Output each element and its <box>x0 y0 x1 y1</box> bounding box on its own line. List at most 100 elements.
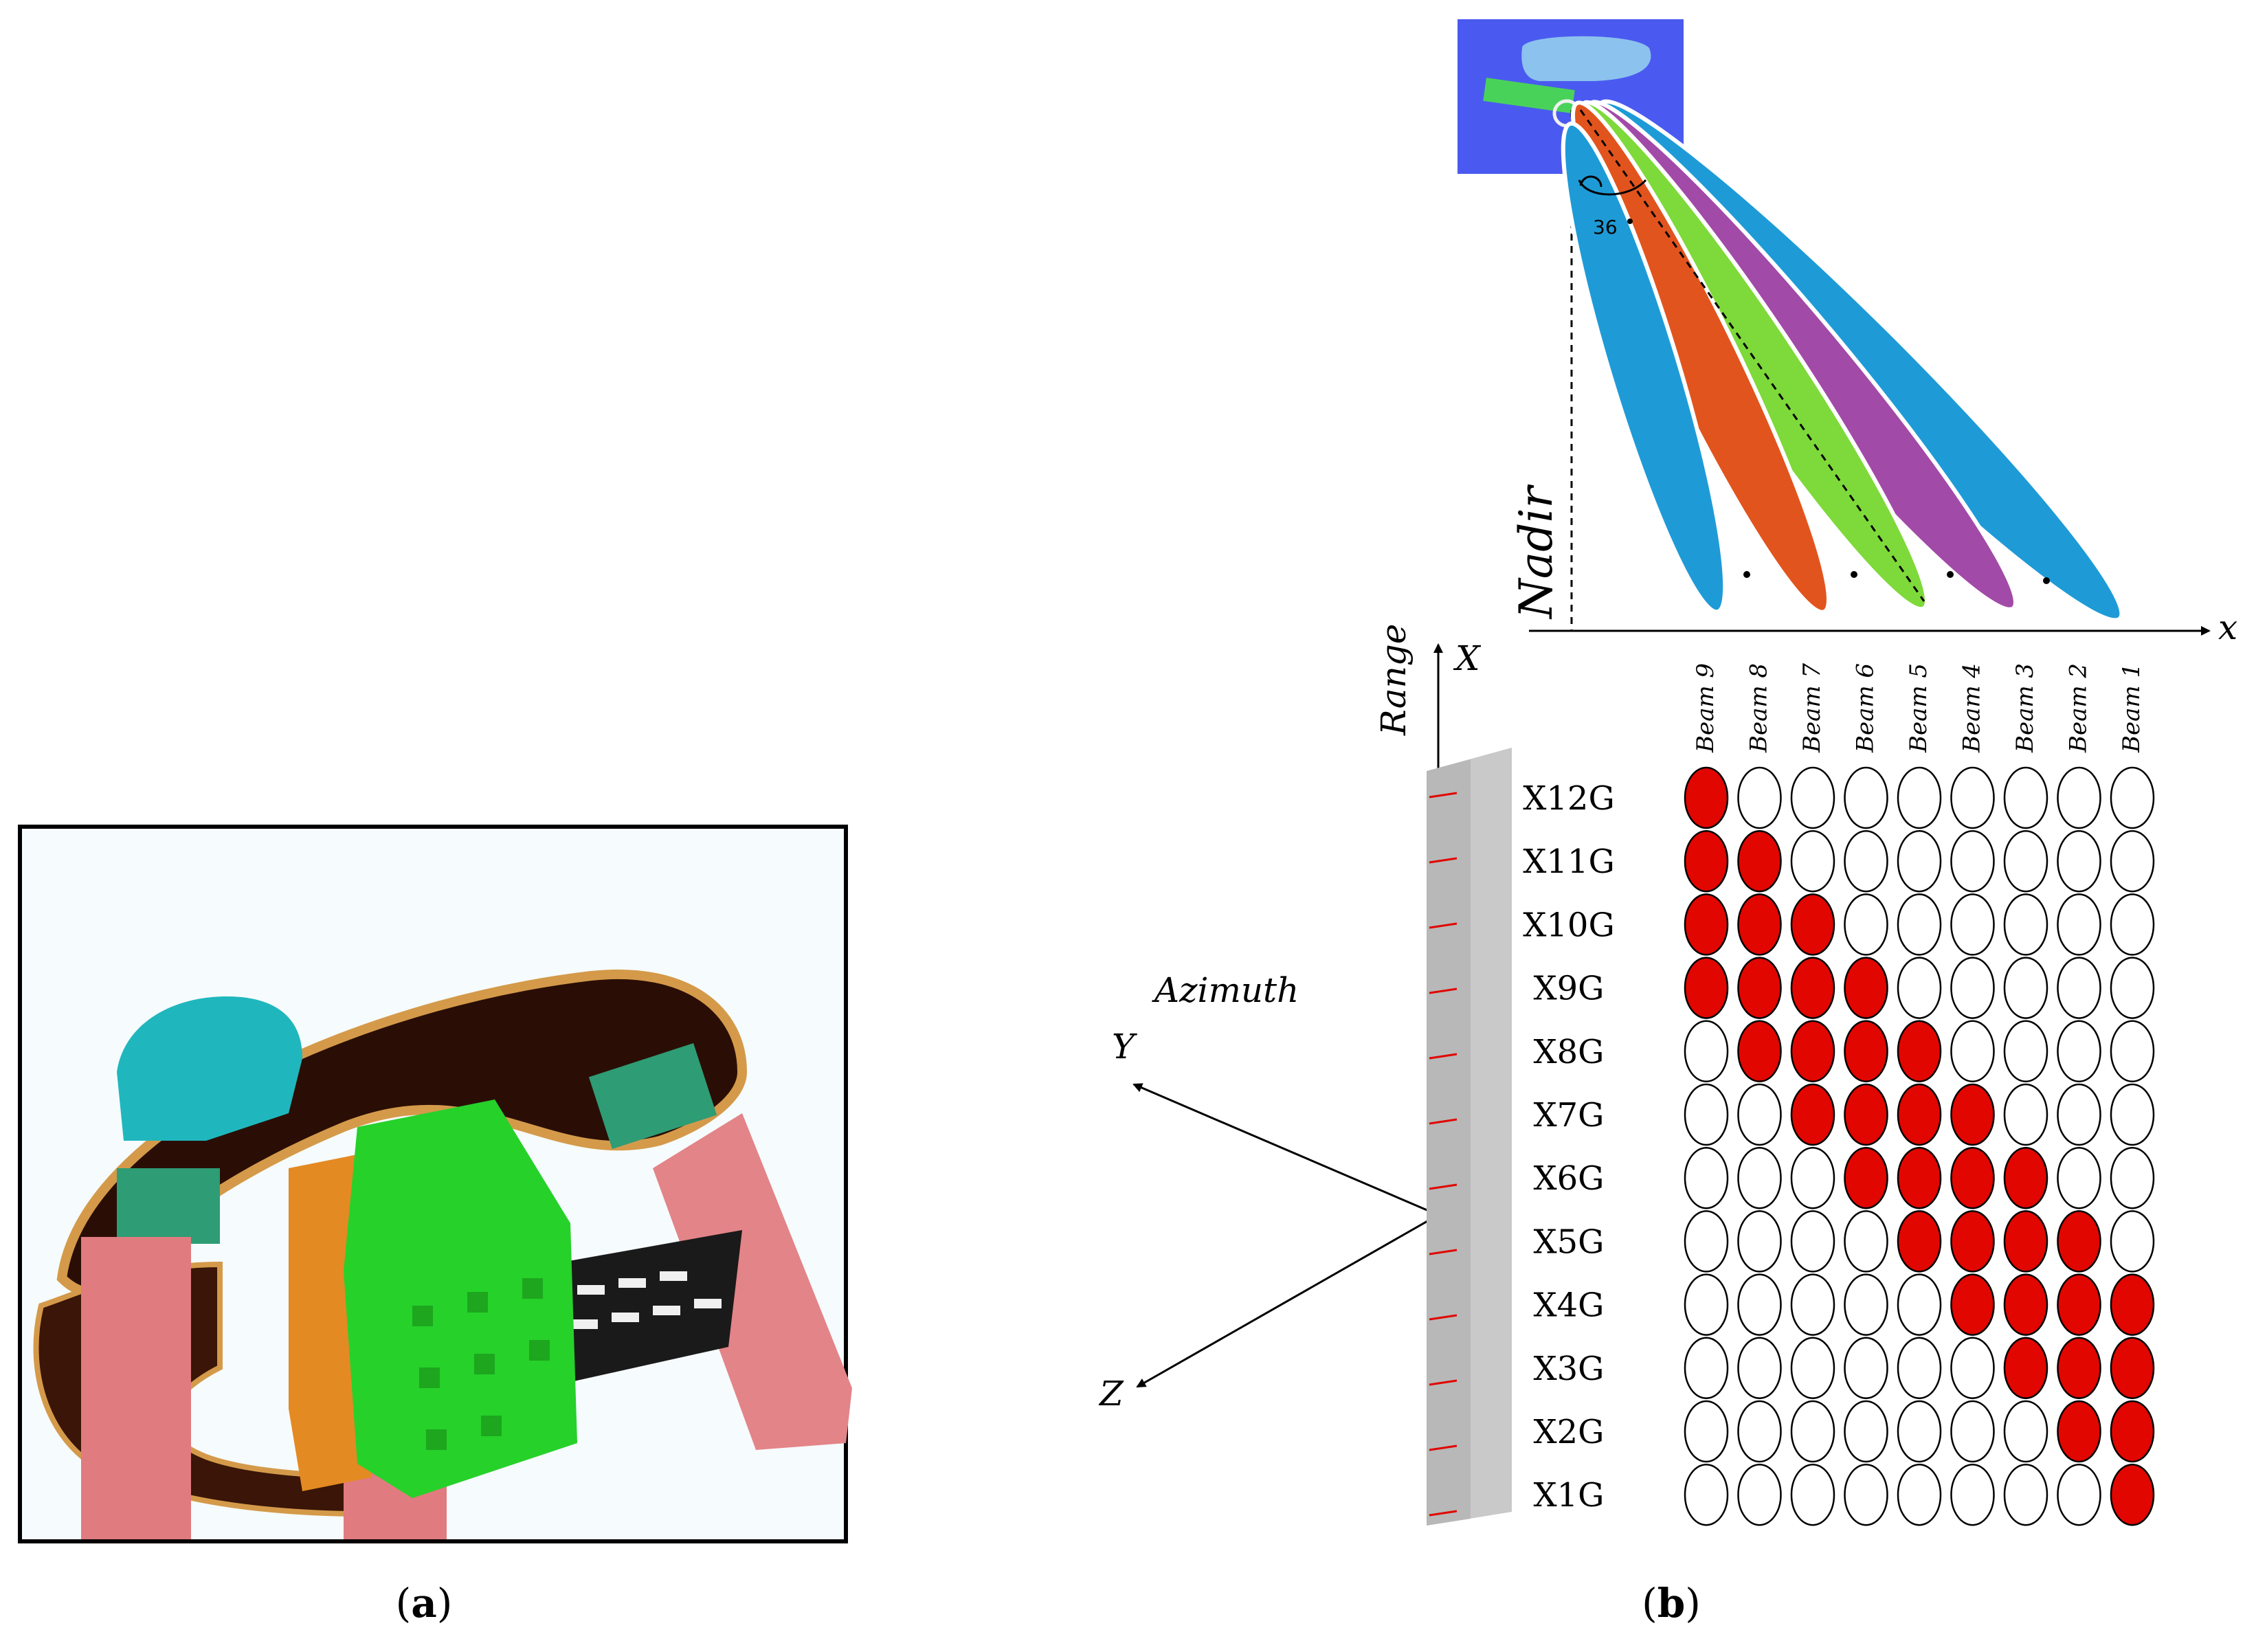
row-label: X7G <box>1533 1096 1604 1135</box>
axis-z <box>1136 1214 1439 1388</box>
grid-cell-inactive <box>2110 829 2155 893</box>
grid-cell-inactive <box>1950 766 1995 829</box>
leg-front-left <box>81 1237 191 1539</box>
black-panel <box>543 1230 742 1388</box>
panel-tick <box>1429 1444 1458 1451</box>
grid-cell-active <box>1844 1020 1888 1083</box>
panel-tick <box>1429 1053 1458 1060</box>
grid-cell-inactive <box>1790 766 1835 829</box>
grid-cell-inactive <box>1684 1400 1729 1463</box>
grid-cell-inactive <box>1684 1337 1729 1400</box>
beam-column-label: Beam 4 <box>1958 663 1986 753</box>
grid-cell-active <box>2057 1210 2101 1273</box>
panel-tick <box>1429 1249 1458 1255</box>
grid-cell-inactive <box>1950 957 1995 1019</box>
grid-cell-inactive <box>1684 1463 1729 1526</box>
axis-y-label: Y <box>1112 1027 1137 1067</box>
grid-cell-inactive <box>1737 1083 1782 1146</box>
grid-cell-active <box>2003 1146 2048 1209</box>
grid-cell-inactive <box>2003 1400 2048 1463</box>
azimuth-label: Azimuth <box>1152 970 1299 1010</box>
grid-cell-inactive <box>1897 1463 1942 1526</box>
grid-cell-active <box>1950 1273 1995 1336</box>
grid-cell-inactive <box>2057 893 2101 956</box>
grid-cell-inactive <box>1737 1210 1782 1273</box>
beam-blue-left <box>1561 121 1728 614</box>
grid-cell-active <box>1684 829 1729 893</box>
grid-cell-inactive <box>1897 957 1942 1019</box>
grid-cell-active <box>1844 957 1888 1019</box>
panel-b: Nadir 36 x X Range Y Azimuth Z <box>1098 19 2237 1627</box>
grid-cell-active <box>1950 1146 1995 1209</box>
row-label: X9G <box>1533 970 1604 1008</box>
grid-cell-inactive <box>1897 829 1942 893</box>
grid-cell-inactive <box>2110 1083 2155 1146</box>
grid-cell-inactive <box>2057 1020 2101 1083</box>
beam-column-label: Beam 2 <box>2065 663 2092 753</box>
grid-cell-active <box>2110 1337 2155 1400</box>
row-label: X12G <box>1523 779 1615 818</box>
grid-cell-active <box>1790 1020 1835 1083</box>
grid-cell-inactive <box>2110 957 2155 1019</box>
grid-cell-inactive <box>1790 829 1835 893</box>
grid-cell-active <box>1897 1020 1942 1083</box>
grid-cell-active <box>1684 957 1729 1019</box>
grid-cell-inactive <box>1844 766 1888 829</box>
grid-cell-active <box>2003 1337 2048 1400</box>
beam-column-label: Beam 7 <box>1798 663 1826 753</box>
row-label: X5G <box>1533 1223 1604 1261</box>
grid-cell-active <box>2110 1400 2155 1463</box>
angle-label: 36 <box>1593 216 1618 238</box>
row-label: X11G <box>1523 842 1615 881</box>
right-bracket <box>588 1042 717 1150</box>
caption-a: (a) <box>396 1580 453 1627</box>
grid-cell-active <box>2057 1273 2101 1336</box>
grid-cell-inactive <box>2003 766 2048 829</box>
grid-cell-active <box>1790 1083 1835 1146</box>
grid-cell-inactive <box>1844 1337 1888 1400</box>
row-label: X10G <box>1523 906 1615 944</box>
grid-cell-active <box>1737 1020 1782 1083</box>
grid-cell-active <box>1897 1210 1942 1273</box>
grid-cell-active <box>1684 893 1729 956</box>
grid-cell-inactive <box>1737 766 1782 829</box>
grid-cell-inactive <box>1950 1020 1995 1083</box>
grid-cell-active <box>1737 957 1782 1019</box>
grid-cell-inactive <box>1950 1337 1995 1400</box>
grid-cell-inactive <box>1897 1400 1942 1463</box>
grid-cell-active <box>1790 957 1835 1019</box>
grid-cell-inactive <box>2057 766 2101 829</box>
beam-column-label: Beam 9 <box>1692 663 1719 753</box>
teal-dome <box>117 996 302 1141</box>
panel-tick <box>1429 1314 1458 1321</box>
axis-x-label: X <box>1453 638 1482 678</box>
grid-cell-active <box>1897 1146 1942 1209</box>
green-antenna-array <box>344 1100 577 1498</box>
grid-cell-inactive <box>1897 1337 1942 1400</box>
grid-cell-active <box>2003 1273 2048 1336</box>
grid-cell-active <box>2003 1210 2048 1273</box>
grid-cell-inactive <box>1844 829 1888 893</box>
grid-cell-inactive <box>1790 1273 1835 1336</box>
grid-cell-inactive <box>2003 957 2048 1019</box>
row-label: X1G <box>1533 1476 1604 1515</box>
black-panel-slots <box>570 1271 722 1329</box>
grid-cell-inactive <box>1790 1146 1835 1209</box>
nadir-label: Nadir <box>1510 484 1563 620</box>
row-label: X2G <box>1533 1413 1604 1451</box>
caption-b: (b) <box>1642 1580 1701 1627</box>
axis-z-label: Z <box>1098 1374 1124 1414</box>
beam-column-label: Beam 1 <box>2118 663 2145 753</box>
panel-a: (a) <box>18 825 852 1627</box>
grid-cell-inactive <box>1737 1337 1782 1400</box>
panel-tick <box>1429 857 1458 864</box>
grid-cell-inactive <box>2003 1463 2048 1526</box>
beam-grid: Beam 9 Beam 8 Beam 7 Beam 6 Beam 5 Beam 4 Beam… <box>1523 663 2155 1526</box>
green-array-pattern <box>412 1278 550 1450</box>
grid-cell-inactive <box>1790 1337 1835 1400</box>
grid-cell-inactive <box>2110 1210 2155 1273</box>
grid-cell-active <box>1844 1146 1888 1209</box>
grid-cell-inactive <box>1844 1463 1888 1526</box>
grid-cell-inactive <box>1684 1020 1729 1083</box>
